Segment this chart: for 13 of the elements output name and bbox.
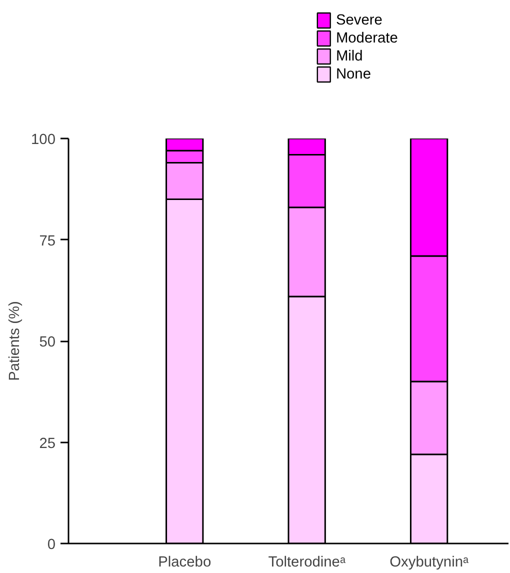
legend-label: Severe — [336, 12, 382, 28]
legend-label: Moderate — [336, 30, 398, 46]
legend-label: None — [336, 66, 371, 82]
x-tick-label: Placebo — [158, 554, 212, 570]
y-tick-label: 100 — [31, 132, 56, 148]
y-tick-label: 75 — [39, 233, 56, 250]
x-tick-label: Tolterodineᵃ — [268, 554, 346, 570]
x-tick-label: Oxybutyninᵃ — [390, 554, 469, 570]
y-tick-label: 25 — [39, 436, 56, 452]
y-tick-label: 0 — [47, 537, 56, 553]
y-tick-label: 50 — [39, 334, 56, 350]
y-axis-title: Patients (%) — [7, 301, 24, 381]
legend-label: Mild — [336, 48, 363, 64]
